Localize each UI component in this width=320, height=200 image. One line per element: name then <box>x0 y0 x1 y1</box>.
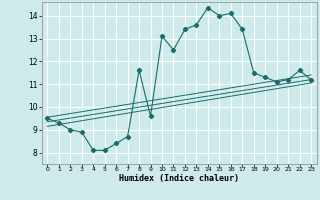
X-axis label: Humidex (Indice chaleur): Humidex (Indice chaleur) <box>119 174 239 183</box>
